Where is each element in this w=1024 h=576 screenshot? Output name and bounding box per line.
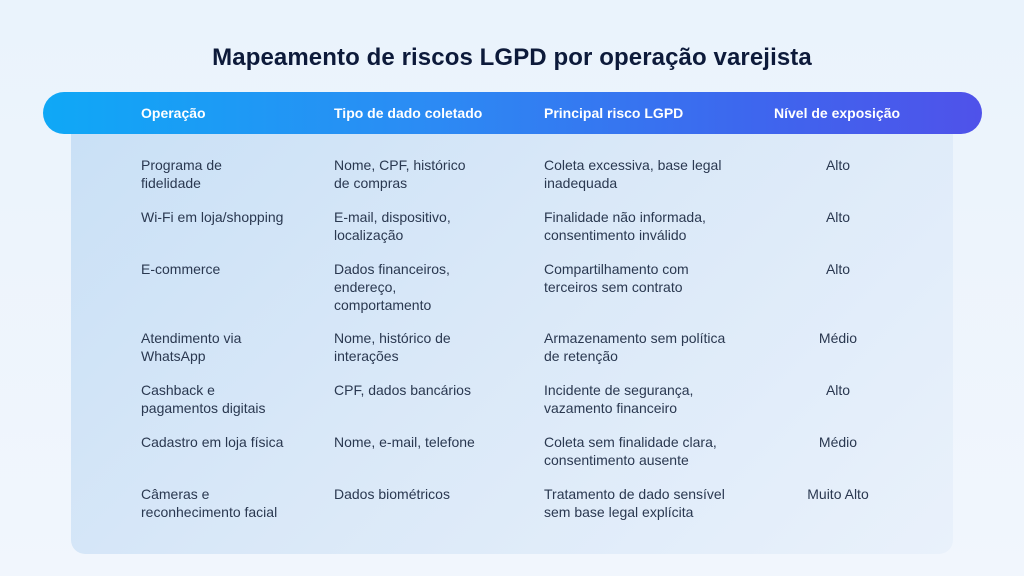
cell-nivel-exposicao: Médio xyxy=(818,330,858,346)
header-tipo-dado: Tipo de dado coletado xyxy=(334,105,483,121)
cell-principal-risco: Armazenamento sem política de retenção xyxy=(544,329,754,365)
cell-line: Wi-Fi em loja/shopping xyxy=(141,209,284,225)
cell-operacao: Programa de fidelidade xyxy=(141,156,326,192)
cell-line: Compartilhamento com xyxy=(544,261,689,277)
cell-line: sem base legal explícita xyxy=(544,504,694,520)
cell-line: Tratamento de dado sensível xyxy=(544,486,725,502)
cell-principal-risco: Compartilhamento com terceiros sem contra… xyxy=(544,260,754,296)
cell-nivel-exposicao: Médio xyxy=(818,434,858,450)
cell-line: Armazenamento sem política xyxy=(544,330,726,346)
cell-principal-risco: Finalidade não informada, consentimento i… xyxy=(544,208,754,244)
cell-line: WhatsApp xyxy=(141,348,206,364)
cell-principal-risco: Coleta sem finalidade clara, consentiment… xyxy=(544,433,754,469)
cell-line: de retenção xyxy=(544,348,618,364)
cell-line: E-mail, dispositivo, xyxy=(334,209,451,225)
header-nivel-exposicao: Nível de exposição xyxy=(774,105,901,121)
cell-operacao: Atendimento via WhatsApp xyxy=(141,329,326,365)
cell-line: fidelidade xyxy=(141,175,201,191)
cell-line: E-commerce xyxy=(141,261,221,277)
cell-line: inadequada xyxy=(544,175,618,191)
cell-nivel-exposicao: Alto xyxy=(825,209,851,225)
cell-tipo-dado: Dados biométricos xyxy=(334,485,534,503)
cell-line: comportamento xyxy=(334,297,432,313)
cell-operacao: Cadastro em loja física xyxy=(141,433,326,451)
cell-line: CPF, dados bancários xyxy=(334,382,471,398)
cell-operacao: Cashback e pagamentos digitais xyxy=(141,381,326,417)
cell-line: consentimento ausente xyxy=(544,452,689,468)
cell-principal-risco: Coleta excessiva, base legal inadequada xyxy=(544,156,754,192)
cell-line: Dados biométricos xyxy=(334,486,450,502)
cell-nivel-exposicao: Muito Alto xyxy=(807,486,869,502)
cell-operacao: Wi-Fi em loja/shopping xyxy=(141,208,326,226)
cell-line: terceiros sem contrato xyxy=(544,279,683,295)
cell-line: vazamento financeiro xyxy=(544,400,678,416)
cell-line: Dados financeiros, xyxy=(334,261,450,277)
cell-tipo-dado: Nome, histórico de interações xyxy=(334,329,534,365)
cell-nivel-exposicao: Alto xyxy=(825,382,851,398)
page-title: Mapeamento de riscos LGPD por operação v… xyxy=(212,44,812,71)
cell-line: localização xyxy=(334,227,404,243)
cell-line: Coleta excessiva, base legal xyxy=(544,157,722,173)
cell-line: endereço, xyxy=(334,279,397,295)
cell-line: Cadastro em loja física xyxy=(141,434,284,450)
cell-tipo-dado: CPF, dados bancários xyxy=(334,381,534,399)
cell-line: Nome, CPF, histórico xyxy=(334,157,466,173)
table-body xyxy=(71,112,953,554)
header-principal-risco: Principal risco LGPD xyxy=(544,105,684,121)
cell-line: de compras xyxy=(334,175,408,191)
table-header: Operação Tipo de dado coletado Principal… xyxy=(43,92,982,134)
cell-line: Atendimento via xyxy=(141,330,242,346)
cell-line: consentimento inválido xyxy=(544,227,687,243)
cell-line: Coleta sem finalidade clara, xyxy=(544,434,717,450)
cell-line: Finalidade não informada, xyxy=(544,209,706,225)
cell-line: Nome, e-mail, telefone xyxy=(334,434,475,450)
cell-line: Nome, histórico de xyxy=(334,330,451,346)
cell-nivel-exposicao: Alto xyxy=(825,261,851,277)
cell-tipo-dado: Nome, e-mail, telefone xyxy=(334,433,534,451)
cell-nivel-exposicao: Alto xyxy=(825,157,851,173)
cell-operacao: Câmeras e reconhecimento facial xyxy=(141,485,326,521)
cell-line: reconhecimento facial xyxy=(141,504,278,520)
header-operacao: Operação xyxy=(141,105,206,121)
cell-principal-risco: Tratamento de dado sensível sem base lega… xyxy=(544,485,754,521)
cell-operacao: E-commerce xyxy=(141,260,326,278)
cell-line: Câmeras e xyxy=(141,486,210,502)
cell-tipo-dado: Nome, CPF, histórico de compras xyxy=(334,156,534,192)
cell-tipo-dado: Dados financeiros, endereço, comportamento xyxy=(334,260,534,314)
cell-line: Cashback e xyxy=(141,382,215,398)
cell-line: Incidente de segurança, xyxy=(544,382,694,398)
cell-line: Programa de xyxy=(141,157,222,173)
cell-tipo-dado: E-mail, dispositivo, localização xyxy=(334,208,534,244)
cell-principal-risco: Incidente de segurança, vazamento finance… xyxy=(544,381,754,417)
cell-line: pagamentos digitais xyxy=(141,400,266,416)
cell-line: interações xyxy=(334,348,399,364)
